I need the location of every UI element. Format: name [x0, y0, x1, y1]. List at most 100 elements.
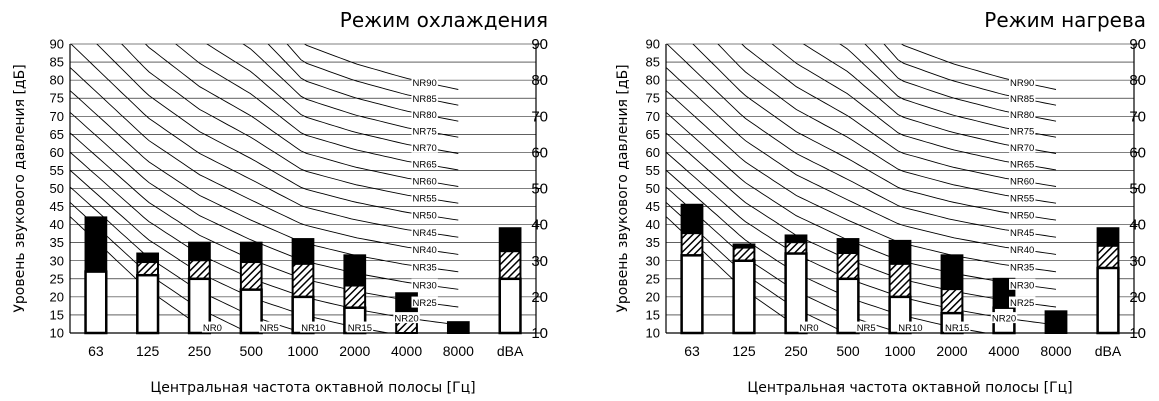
nr-label-bg — [411, 108, 438, 120]
nr-label: NR35 — [1010, 263, 1034, 274]
nr-label-bg — [1009, 76, 1036, 88]
nr-curve-85 — [286, 44, 459, 106]
y-tick-label: 85 — [646, 55, 660, 70]
nr-label-bg — [411, 209, 438, 221]
nr-label: NR20 — [394, 314, 418, 325]
nr-label-bg — [411, 261, 438, 273]
nr-label-bg — [855, 321, 877, 333]
x-axis-label: Центральная частота октавной полосы [Гц] — [150, 380, 475, 396]
nr-label-bg — [1009, 141, 1036, 153]
nr-curve-75 — [839, 44, 1057, 138]
y-tick-label: 60 — [50, 145, 64, 160]
y-tick-label: 55 — [50, 163, 64, 178]
nr-label-bg — [411, 92, 438, 104]
x-tick-label: 250 — [784, 343, 808, 359]
nr-curve-5 — [70, 201, 251, 333]
nr-label: NR25 — [1010, 298, 1034, 309]
nr-label-bg — [411, 175, 438, 187]
x-tick-label: 125 — [732, 343, 756, 359]
bar-base — [84, 270, 108, 335]
nr-curve-35 — [70, 89, 459, 273]
nr-label: NR15 — [945, 323, 969, 334]
y-tick-label: 20 — [50, 289, 64, 304]
y-tick-label: 90 — [50, 37, 64, 52]
y-tick-label: 15 — [646, 307, 660, 322]
nr-label: NR70 — [413, 143, 437, 154]
nr-label-bg — [1009, 209, 1036, 221]
nr-curve-5 — [666, 201, 847, 333]
nr-curve-50 — [96, 44, 459, 221]
y-axis-label: Уровень звукового давления [дБ] — [12, 64, 28, 312]
bar-base — [136, 273, 160, 335]
nr-label-bg — [411, 191, 438, 203]
nr-label: NR85 — [1010, 94, 1034, 105]
y-tick-label: 35 — [50, 235, 64, 250]
y-tick-label-right: 90 — [531, 36, 548, 53]
nr-labels: NR90 NR85 NR80 NR75 NR70 NR65 NR60 NR55 NR50 NR45… — [201, 76, 438, 334]
x-tick-label: 2000 — [936, 343, 967, 359]
y-tick-label-right: 30 — [531, 253, 548, 270]
bar-2000 — [343, 254, 367, 335]
nr-label: NR5 — [857, 323, 876, 334]
nr-label: NR10 — [301, 323, 325, 334]
x-tick-label: 500 — [240, 343, 264, 359]
bar-loud — [137, 253, 159, 263]
nr-label: NR15 — [348, 323, 372, 334]
nr-label: NR60 — [1010, 177, 1034, 188]
nr-label-bg — [1009, 191, 1036, 203]
bar-loud — [681, 204, 703, 234]
nr-label-bg — [411, 296, 438, 308]
bar-loud — [292, 239, 314, 265]
nr-curve-80 — [267, 44, 459, 122]
bar-63 — [84, 216, 108, 335]
bar-1000 — [888, 239, 912, 335]
bar-250 — [187, 241, 212, 335]
y-axis-label: Уровень звукового давления [дБ] — [615, 64, 631, 312]
x-tick-label: 2000 — [339, 343, 370, 359]
nr-label: NR20 — [992, 314, 1016, 325]
x-axis-label: Центральная частота октавной полосы [Гц] — [747, 380, 1072, 396]
nr-label: NR40 — [413, 245, 437, 256]
nr-curve-90 — [900, 44, 1057, 90]
nr-curve-75 — [242, 44, 459, 138]
y-tick-label-right: 20 — [531, 289, 548, 306]
y-tick-label-right: 60 — [1129, 144, 1146, 161]
nr-curve-85 — [883, 44, 1057, 106]
y-tick-label: 40 — [50, 217, 64, 232]
nr-label-bg — [1009, 108, 1036, 120]
bar-base — [784, 252, 808, 335]
nr-label: NR65 — [1010, 160, 1034, 171]
nr-label: NR55 — [1010, 193, 1034, 204]
nr-label: NR0 — [799, 323, 818, 334]
y-tick-label: 50 — [50, 181, 64, 196]
nr-curve-0 — [70, 215, 215, 333]
nr-label-bg — [411, 125, 438, 137]
nr-label: NR70 — [1010, 143, 1034, 154]
bar-125 — [732, 243, 756, 335]
y-tick-label-right: 50 — [531, 181, 548, 198]
nr-label: NR80 — [413, 110, 437, 121]
bar-hatch — [188, 260, 211, 280]
bar-hatch — [292, 263, 314, 298]
bar-8000 — [446, 321, 470, 335]
y-tick-label-right: 70 — [1129, 108, 1146, 125]
chart-heating: Режим нагрева NR90 NR85 NR80 NR75 NR70 NR65 NR6… — [615, 8, 1146, 396]
nr-label-bg — [897, 321, 924, 333]
bar-dBA — [1096, 227, 1120, 335]
bar-hatch — [837, 253, 859, 280]
nr-label-bg — [258, 321, 280, 333]
nr-curve-70 — [802, 44, 1057, 154]
bar-loud — [189, 242, 210, 261]
bar-500 — [836, 238, 860, 335]
nr-label-bg — [1009, 92, 1036, 104]
bar-loud — [344, 255, 366, 287]
y-tick-label: 60 — [646, 145, 660, 160]
x-tick-label: 125 — [136, 343, 160, 359]
nr-label-bg — [411, 76, 438, 88]
bar-dBA — [498, 227, 522, 335]
bar-loud — [733, 244, 755, 249]
nr-curve-50 — [692, 44, 1057, 221]
x-tick-label: 63 — [88, 343, 104, 359]
x-tick-label: dBA — [1095, 343, 1122, 359]
nr-label: NR75 — [413, 127, 437, 138]
